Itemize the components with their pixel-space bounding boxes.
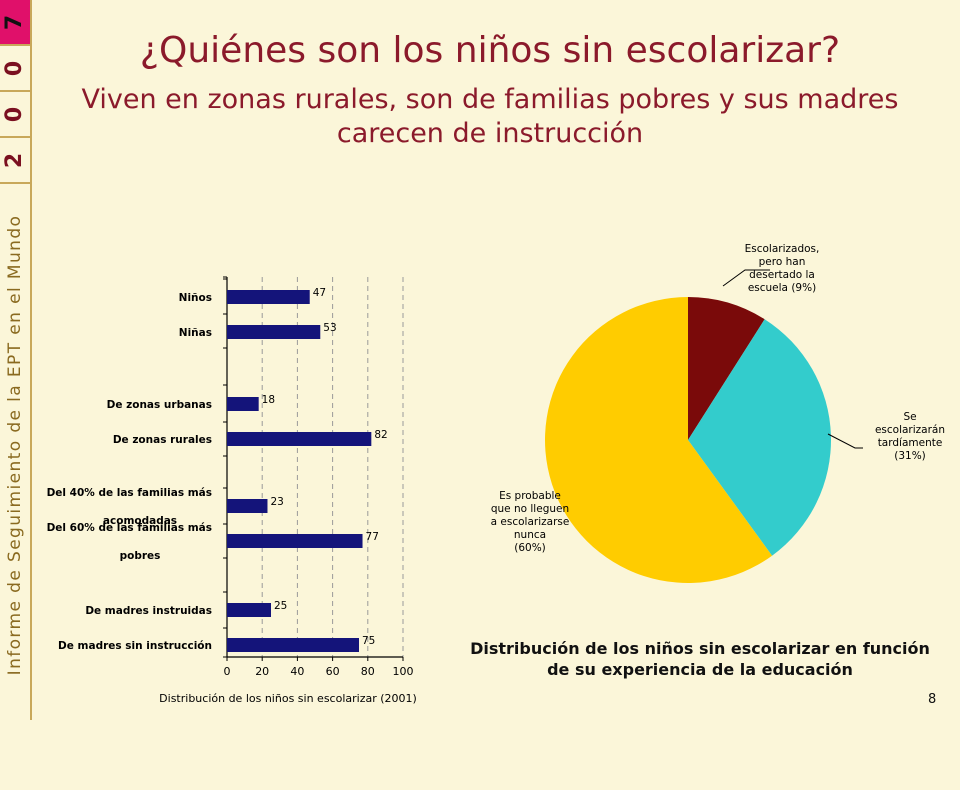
pie-slice-label: escuela (9%) [748,282,816,294]
bar [227,499,268,513]
bar [227,638,359,652]
x-tick-label: 60 [326,665,340,678]
category-label: De madres instruidas [85,605,212,617]
year-digit-box: 7 [0,0,30,44]
category-label: Niñas [179,327,212,339]
pie-slice-label: desertado la [749,269,815,281]
category-label: De zonas rurales [113,434,212,446]
category-label: De zonas urbanas [107,399,212,411]
bar-value-label: 25 [274,600,287,612]
page-number: 8 [928,692,937,707]
pie-slice [544,297,773,583]
bar-value-label: 77 [366,531,379,543]
bar-value-label: 53 [323,322,336,334]
year-digit: 0 [2,60,28,76]
pie-slice-label: nunca [514,529,546,541]
x-tick-label: 40 [290,665,304,678]
bar [227,432,372,446]
pie-slice-label: escolarizarán [875,424,945,436]
bar-chart: 0 20 40 60 80 100 47 Niños 53 Niñas 18 De zonas urb… [47,276,417,705]
pie-slice-label: a escolarizarse [491,516,570,528]
x-tick-label: 20 [255,665,269,678]
category-label: Niños [179,292,212,304]
x-tick-label: 80 [361,665,375,678]
bar-value-label: 23 [270,496,283,508]
bar [227,325,321,339]
slide-subtitle: Viven en zonas rurales, son de familias … [81,84,899,149]
bar-value-label: 47 [313,287,326,299]
pie-slice-label: Es probable [499,490,561,502]
sidebar-divider [0,90,30,92]
category-label: acomodadas [103,515,177,527]
sidebar-divider [0,136,30,138]
year-digit: 7 [2,14,28,30]
category-label: Del 40% de las familias más [47,487,212,499]
bar-value-label: 75 [362,635,375,647]
bar-value-label: 82 [374,429,387,441]
sidebar-divider [0,44,30,46]
bar [227,603,271,617]
category-label: pobres [120,550,161,562]
sidebar: 7 0 0 2 Informe de Seguimiento de la EPT… [0,0,32,720]
pie-slice-label: pero han [759,256,806,268]
pie-chart-title: Distribución de los niños sin escolariza… [470,639,930,679]
pie-leader-line [722,269,770,287]
bar [227,397,259,411]
x-tick-label: 100 [393,665,414,678]
pie-slice-label: Escolarizados, [745,243,820,255]
pie-slice [688,319,831,556]
year-digit-box: 0 [0,46,30,90]
pie-slice [688,297,765,440]
pie-slice-label: que no lleguen [491,503,569,515]
pie-slice-label: (31%) [894,450,926,462]
x-axis-title: Distribución de los niños sin escolariza… [159,692,417,705]
pie-leader-line [827,433,863,449]
category-label: De madres sin instrucción [58,640,212,652]
pie-slice-label: tardíamente [878,437,943,449]
x-tick-label: 0 [224,665,231,678]
pie-slice-label: Se [903,411,916,423]
bar [227,290,310,304]
category-label: Del 60% de las familias más [47,522,212,534]
pie-slice-label: (60%) [514,542,546,554]
slide-title: ¿Quiénes son los niños sin escolarizar? [139,30,841,71]
bar-value-label: 18 [262,394,275,406]
bar [227,534,363,548]
sidebar-divider [0,182,30,184]
